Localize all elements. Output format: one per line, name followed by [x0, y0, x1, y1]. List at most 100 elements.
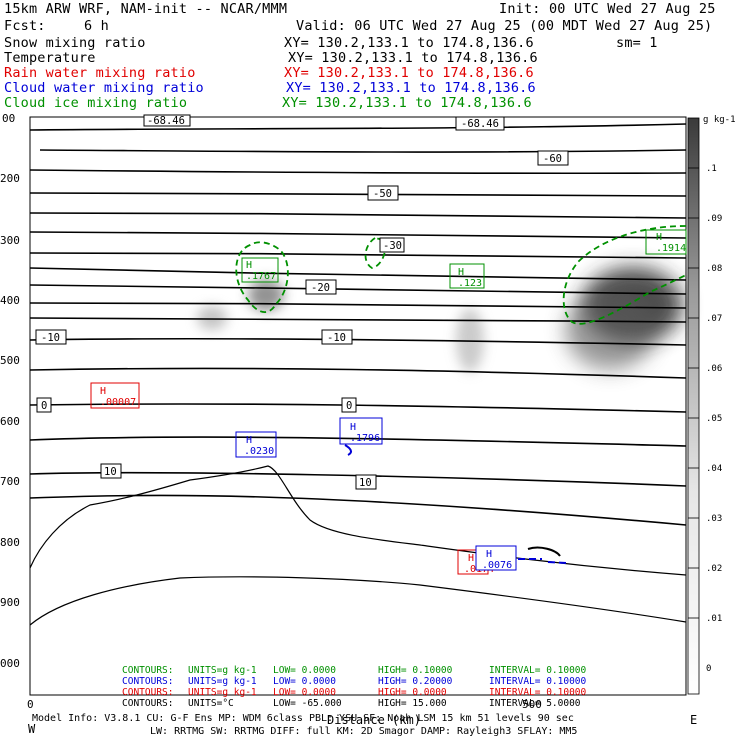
svg-text:LOW= 0.0000: LOW= 0.0000 [273, 687, 336, 698]
cloud-water-contour [518, 558, 567, 564]
field-xy-snow: XY= 130.2,133.1 to 174.8,136.6 [284, 35, 534, 51]
temp-label: -50 [367, 185, 399, 201]
isotherm [29, 367, 687, 379]
field-xy-rain: XY= 130.2,133.1 to 174.8,136.6 [284, 65, 534, 81]
cloud-water-contour [344, 444, 352, 456]
y-tick-label: 800 [0, 536, 20, 549]
terrain-line [29, 465, 687, 576]
model-info-line-2: LW: RRTMG SW: RRTMG DIFF: full KM: 2D Sm… [150, 726, 577, 737]
model-title: 15km ARW WRF, NAM-init -- NCAR/MMM [4, 1, 288, 17]
high-markers: H.1767 H.123 H.1914 H.00007 H.0230 H.179… [90, 229, 687, 575]
isotherm [29, 212, 687, 219]
colorbar-ticks [688, 167, 699, 619]
y-tick-label: 00 [2, 112, 15, 125]
cloud-water-contour [527, 546, 561, 557]
contour-legend-row: CONTOURS: UNITS=g kg-1 LOW= 0.0000 HIGH=… [122, 676, 587, 687]
svg-text:HIGH= 15.000: HIGH= 15.000 [378, 698, 447, 709]
high-marker: H.0230 [235, 431, 277, 458]
svg-text:HIGH= 0.0000: HIGH= 0.0000 [378, 687, 447, 698]
svg-text:-20: -20 [311, 282, 330, 294]
temp-label: -30 [379, 237, 405, 253]
svg-text:H: H [246, 260, 252, 271]
isotherm [29, 231, 687, 239]
colorbar-tick-label: .08 [706, 264, 722, 274]
terrain-line-lower [29, 576, 687, 626]
cross-section-start-label: W [28, 722, 36, 736]
svg-text:10: 10 [104, 466, 117, 478]
svg-text:UNITS=g kg-1: UNITS=g kg-1 [188, 687, 257, 698]
field-name-rain: Rain water mixing ratio [4, 65, 196, 81]
temp-label: 10 [355, 474, 377, 490]
isotherm [29, 169, 687, 175]
svg-text:.1914: .1914 [656, 243, 686, 254]
svg-text:LOW= -65.000: LOW= -65.000 [273, 698, 342, 709]
high-marker: H.1914 [645, 229, 687, 255]
svg-text:-10: -10 [41, 332, 60, 344]
y-tick-label: 200 [0, 172, 20, 185]
colorbar-tick-label: .04 [706, 464, 722, 474]
svg-text:.0230: .0230 [244, 446, 274, 457]
colorbar-tick-label: .06 [706, 364, 722, 374]
forecast-hour: 6 h [84, 18, 109, 34]
colorbar-tick-label: .03 [706, 514, 722, 524]
forecast-label: Fcst: [4, 18, 46, 34]
colorbar-tick-label: .02 [706, 564, 722, 574]
svg-text:INTERVAL= 0.10000: INTERVAL= 0.10000 [489, 676, 587, 687]
model-info: Model Info: V3.8.1 CU: G-F Ens MP: WDM 6… [32, 713, 577, 737]
x-axis-title: Distance (km) [327, 713, 421, 727]
valid-time: Valid: 06 UTC Wed 27 Aug 25 (00 MDT Wed … [296, 18, 713, 34]
svg-text:INTERVAL= 0.10000: INTERVAL= 0.10000 [489, 665, 587, 676]
svg-text:H: H [100, 386, 106, 397]
x-tick-label: 0 [27, 698, 34, 711]
colorbar: g kg-1 .1 .09 .08 .07 .06 .05 .04 .03 .0… [687, 115, 736, 695]
colorbar-tick-label: .09 [706, 214, 722, 224]
svg-text:HIGH= 0.20000: HIGH= 0.20000 [378, 676, 453, 687]
high-marker: H.1767 [241, 257, 279, 283]
field-name-snow: Snow mixing ratio [4, 35, 146, 51]
isotherm [29, 123, 687, 131]
high-marker: H.1796 [339, 417, 383, 445]
svg-text:CONTOURS:: CONTOURS: [122, 665, 173, 676]
svg-text:0: 0 [346, 400, 352, 412]
temperature-labels: -68.46 -68.46 -60 -50 -30 -20 -10 -10 0 … [35, 114, 569, 490]
isotherm [29, 302, 687, 309]
init-time: Init: 00 UTC Wed 27 Aug 25 [499, 1, 716, 17]
snow-blob-center [456, 308, 484, 372]
svg-text:10: 10 [359, 477, 372, 489]
temp-label: 10 [100, 463, 122, 479]
field-xy-temperature: XY= 130.2,133.1 to 174.8,136.6 [288, 50, 538, 66]
isotherm [29, 267, 687, 281]
svg-text:H: H [486, 549, 492, 560]
svg-text:LOW= 0.0000: LOW= 0.0000 [273, 665, 336, 676]
x-tick-label: 500 [522, 698, 542, 711]
svg-text:CONTOURS:: CONTOURS: [122, 687, 173, 698]
field-xy-cloud-water: XY= 130.2,133.1 to 174.8,136.6 [286, 80, 536, 96]
svg-text:HIGH= 0.10000: HIGH= 0.10000 [378, 665, 453, 676]
field-name-cloud-water: Cloud water mixing ratio [4, 80, 204, 96]
svg-text:-10: -10 [327, 332, 346, 344]
svg-text:H: H [246, 435, 252, 446]
svg-text:INTERVAL= 0.10000: INTERVAL= 0.10000 [489, 687, 587, 698]
colorbar-tick-label: .01 [706, 614, 722, 624]
svg-text:.123: .123 [458, 278, 482, 289]
contour-legend-row: CONTOURS: UNITS=g kg-1 LOW= 0.0000 HIGH=… [122, 665, 587, 676]
field-name-cloud-ice: Cloud ice mixing ratio [4, 95, 188, 111]
svg-text:UNITS=g kg-1: UNITS=g kg-1 [188, 676, 257, 687]
x-axis: 0 500 Distance (km) W E [27, 698, 697, 736]
isotherm [39, 149, 687, 153]
temp-label: -68.46 [143, 114, 191, 127]
svg-text:LOW= 0.0000: LOW= 0.0000 [273, 676, 336, 687]
high-marker: H.123 [449, 263, 485, 289]
cloud-water-contours [344, 444, 567, 564]
temp-label: -60 [537, 150, 569, 166]
contour-legend: CONTOURS: UNITS=g kg-1 LOW= 0.0000 HIGH=… [122, 665, 587, 709]
svg-text:H: H [656, 232, 662, 243]
cross-section-end-label: E [690, 713, 697, 727]
colorbar-tick-label: .05 [706, 414, 722, 424]
svg-text:H: H [350, 422, 356, 433]
svg-text:UNITS=°C: UNITS=°C [188, 698, 234, 709]
svg-text:H: H [458, 267, 464, 278]
isotherm [29, 471, 687, 487]
svg-text:.0076: .0076 [482, 560, 512, 571]
